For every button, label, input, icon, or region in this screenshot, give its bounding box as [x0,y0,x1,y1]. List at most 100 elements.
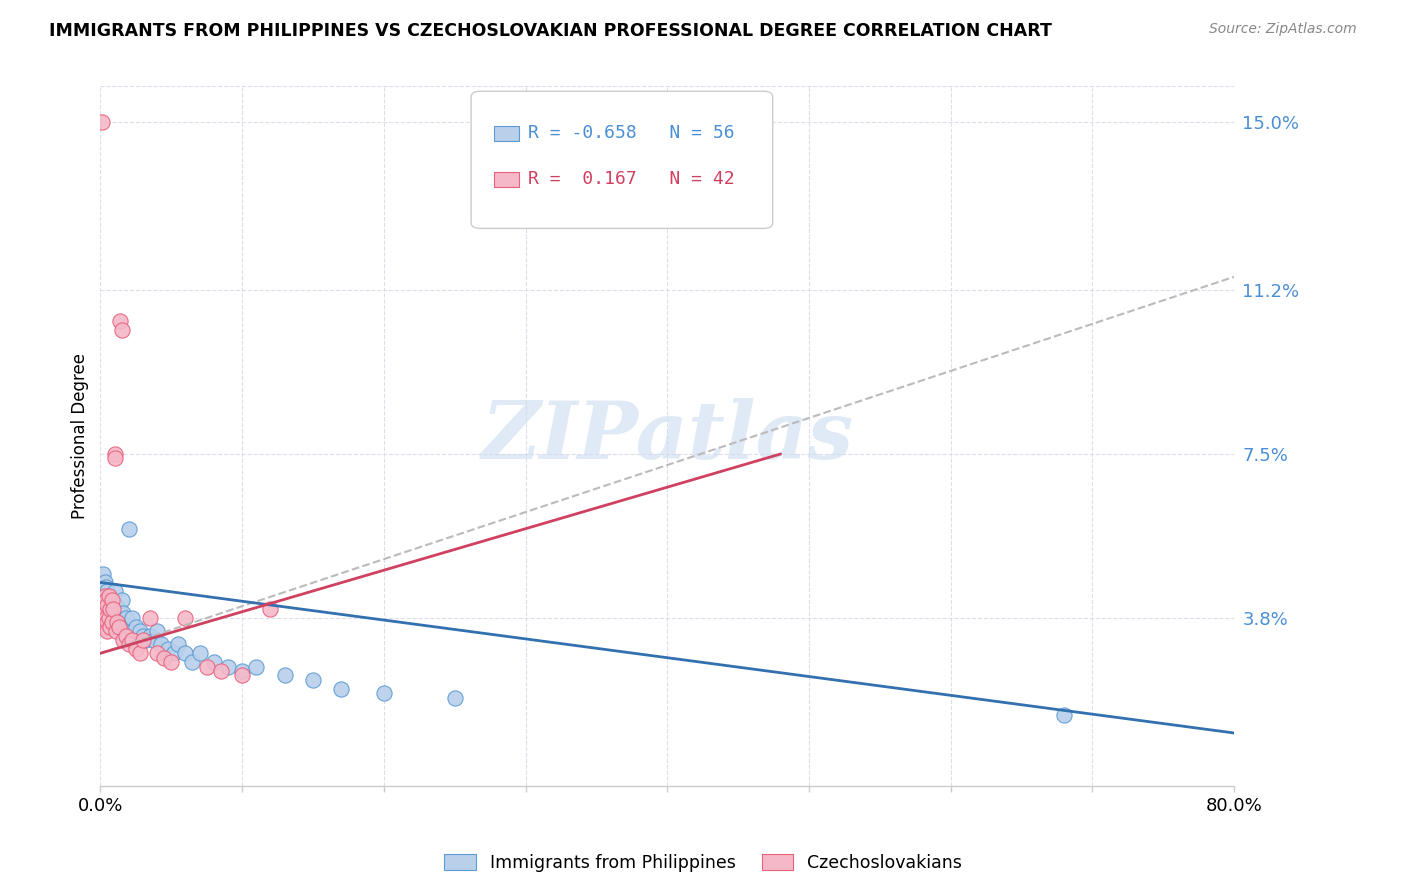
Point [107,602,129,616]
Point [121,611,143,625]
Point [231,668,253,682]
Point [90,611,112,625]
Point [100,598,122,612]
Point [101,602,124,616]
Point [96,584,118,599]
Point [160,655,183,669]
Point [118,522,141,536]
Point [115,629,138,643]
Point [118,637,141,651]
Text: R = -0.658   N = 56: R = -0.658 N = 56 [527,124,734,142]
Point [91,598,114,612]
Point [188,646,211,660]
Point [163,646,186,660]
Point [97,589,120,603]
Point [93,602,115,616]
Point [94,598,117,612]
Point [108,314,131,328]
Point [93,607,115,621]
Point [94,611,117,625]
Point [259,602,281,616]
Point [100,615,122,630]
Point [97,589,120,603]
Point [90,115,112,129]
Point [98,611,121,625]
Point [94,593,117,607]
Point [112,607,135,621]
Point [94,611,117,625]
Point [96,624,118,639]
Text: R =  0.167   N = 42: R = 0.167 N = 42 [527,170,734,188]
Point [132,629,155,643]
Point [139,611,162,625]
Point [125,641,148,656]
FancyBboxPatch shape [494,126,519,141]
Legend: Immigrants from Philippines, Czechoslovakians: Immigrants from Philippines, Czechoslova… [437,847,969,879]
Point [150,637,173,651]
Point [302,673,325,687]
Point [96,602,118,616]
Point [103,447,125,461]
Point [91,615,114,630]
Point [181,655,204,669]
Y-axis label: Professional Degree: Professional Degree [72,353,89,519]
Point [93,620,115,634]
Point [96,615,118,630]
Point [103,451,125,466]
FancyBboxPatch shape [471,91,773,228]
Point [100,593,122,607]
Point [105,615,128,630]
Point [1053,708,1076,723]
Point [108,615,131,630]
Point [98,593,121,607]
Point [90,584,112,599]
Point [110,593,132,607]
Point [110,323,132,337]
Point [91,589,114,603]
Point [125,620,148,634]
Point [146,646,169,660]
Point [273,668,295,682]
Point [135,632,157,647]
Point [107,620,129,634]
Point [101,602,124,616]
Point [91,566,114,581]
Point [93,575,115,590]
Point [103,611,125,625]
Point [153,650,176,665]
Point [146,624,169,639]
Point [115,611,138,625]
Point [209,664,232,678]
Point [174,611,197,625]
Point [94,580,117,594]
Point [93,589,115,603]
Text: ZIPatlas: ZIPatlas [481,398,853,475]
Point [97,607,120,621]
Point [373,686,395,700]
Point [157,641,180,656]
Point [103,584,125,599]
Point [174,646,197,660]
Point [98,620,121,634]
Point [139,629,162,643]
Point [231,664,253,678]
Point [202,655,225,669]
Point [104,598,127,612]
Text: Source: ZipAtlas.com: Source: ZipAtlas.com [1209,22,1357,37]
Point [114,620,136,634]
Point [98,602,121,616]
Point [132,632,155,647]
Point [167,637,190,651]
Point [330,681,353,696]
Point [96,598,118,612]
Point [97,620,120,634]
Point [93,593,115,607]
Point [121,632,143,647]
Point [443,690,465,705]
Point [100,615,122,630]
Point [105,607,128,621]
Point [129,624,152,639]
FancyBboxPatch shape [494,172,519,187]
Point [217,659,239,673]
Point [104,624,127,639]
